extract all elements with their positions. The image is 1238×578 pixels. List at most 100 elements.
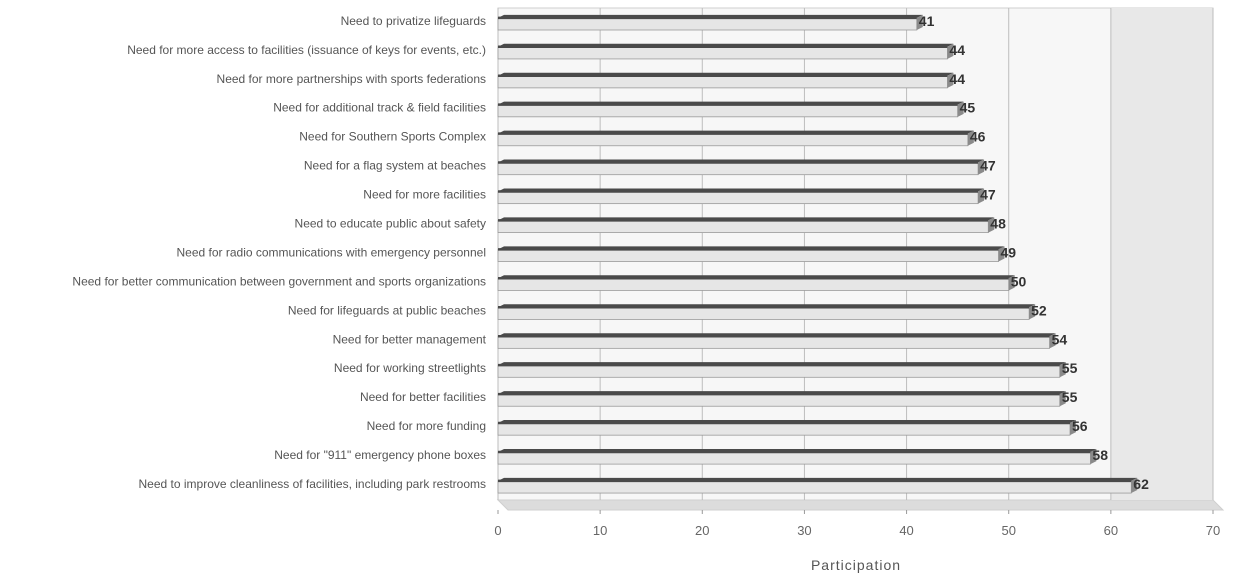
x-axis-ticks: 0 10 20 30 40 50 60 70 bbox=[494, 510, 1220, 538]
bar-end-cap bbox=[947, 72, 954, 88]
category-label: Need for Southern Sports Complex bbox=[299, 130, 486, 144]
bar-end-cap bbox=[988, 217, 995, 233]
bar-front-face bbox=[497, 133, 969, 147]
bar-end-cap bbox=[957, 101, 964, 117]
category-label: Need for more access to facilities (issu… bbox=[127, 43, 486, 57]
category-label: Need for better facilities bbox=[360, 390, 486, 404]
bar-front-face bbox=[497, 393, 1061, 407]
bar-front-face bbox=[497, 277, 1010, 291]
data-label: 47 bbox=[980, 158, 996, 174]
bar-front-face bbox=[497, 220, 989, 233]
data-label: 49 bbox=[1001, 244, 1017, 260]
bar-front-face bbox=[497, 422, 1071, 436]
bar bbox=[497, 43, 954, 60]
bar-end-cap bbox=[967, 130, 974, 146]
bar-front-face bbox=[497, 335, 1050, 349]
category-label: Need for additional track & field facili… bbox=[273, 101, 486, 115]
data-label: 62 bbox=[1133, 476, 1149, 492]
bar-end-cap bbox=[1059, 391, 1066, 407]
bar bbox=[497, 304, 1036, 320]
bar-front-face bbox=[497, 162, 979, 176]
x-tick-label: 0 bbox=[494, 523, 501, 538]
category-label: Need for lifeguards at public beaches bbox=[288, 303, 486, 317]
bar-front-face bbox=[497, 480, 1132, 494]
bar bbox=[497, 448, 1097, 465]
bar bbox=[497, 246, 1005, 262]
x-tick-label: 40 bbox=[899, 523, 913, 538]
category-labels: Need to privatize lifeguards Need for mor… bbox=[72, 14, 486, 491]
data-label: 41 bbox=[919, 13, 935, 29]
bar bbox=[497, 333, 1056, 349]
bar-end-cap bbox=[998, 246, 1005, 262]
bar-front-face bbox=[497, 248, 999, 262]
bar bbox=[497, 362, 1066, 378]
bar-end-cap bbox=[1059, 362, 1066, 378]
data-label: 45 bbox=[960, 100, 976, 116]
bar bbox=[497, 275, 1015, 291]
bar-end-cap bbox=[978, 159, 985, 175]
data-label: 44 bbox=[949, 42, 965, 58]
bar bbox=[497, 391, 1066, 407]
data-label: 52 bbox=[1031, 302, 1047, 318]
category-label: Need for working streetlights bbox=[334, 361, 486, 375]
data-label: 55 bbox=[1062, 389, 1078, 405]
category-label: Need for better communication between go… bbox=[72, 274, 486, 288]
category-label: Need for "911" emergency phone boxes bbox=[274, 448, 486, 462]
data-label: 56 bbox=[1072, 418, 1088, 434]
data-label: 47 bbox=[980, 187, 996, 203]
x-axis-title: Participation bbox=[811, 557, 901, 573]
bar-end-cap bbox=[916, 14, 923, 30]
bar-end-cap bbox=[1029, 304, 1036, 320]
data-label: 54 bbox=[1052, 331, 1068, 347]
bar-front-face bbox=[497, 191, 979, 205]
bar bbox=[497, 477, 1138, 494]
bar bbox=[497, 72, 954, 89]
x-tick-label: 70 bbox=[1206, 523, 1220, 538]
plot-floor bbox=[496, 499, 1225, 511]
category-label: Need for more funding bbox=[367, 419, 486, 433]
category-label: Need to improve cleanliness of facilitie… bbox=[139, 477, 487, 491]
category-label: Need to educate public about safety bbox=[295, 217, 486, 231]
bar-front-face bbox=[497, 306, 1030, 320]
bar-front-face bbox=[497, 75, 948, 89]
bar bbox=[497, 130, 974, 147]
bar-end-cap bbox=[1070, 420, 1076, 436]
bar-end-cap bbox=[978, 188, 985, 204]
bar bbox=[497, 101, 964, 118]
bar-front-face bbox=[497, 364, 1061, 378]
bar-front-face bbox=[497, 451, 1091, 465]
x-tick-label: 50 bbox=[1001, 523, 1015, 538]
bar bbox=[497, 14, 923, 31]
data-label: 50 bbox=[1011, 273, 1027, 289]
bar bbox=[497, 188, 985, 205]
bar bbox=[497, 217, 995, 233]
data-label: 48 bbox=[990, 216, 1006, 232]
data-label: 46 bbox=[970, 129, 986, 145]
data-label: 44 bbox=[949, 71, 965, 87]
bar-front-face bbox=[497, 104, 959, 118]
bar bbox=[497, 420, 1076, 436]
category-label: Need for better management bbox=[333, 332, 487, 346]
category-label: Need for a flag system at beaches bbox=[304, 159, 486, 173]
x-tick-label: 60 bbox=[1104, 523, 1118, 538]
bar-end-cap bbox=[1090, 448, 1097, 465]
category-label: Need to privatize lifeguards bbox=[341, 14, 486, 28]
category-label: Need for more facilities bbox=[363, 188, 486, 202]
data-label: 58 bbox=[1092, 447, 1108, 463]
category-label: Need for radio communications with emerg… bbox=[177, 245, 487, 259]
x-tick-label: 10 bbox=[593, 523, 607, 538]
bar-front-face bbox=[497, 17, 918, 31]
bar-end-cap bbox=[1008, 275, 1015, 291]
category-label: Need for more partnerships with sports f… bbox=[217, 72, 486, 86]
bar-end-cap bbox=[1049, 333, 1056, 349]
bar-end-cap bbox=[1131, 477, 1138, 494]
bar bbox=[497, 159, 985, 176]
x-tick-label: 30 bbox=[797, 523, 811, 538]
bar-front-face bbox=[497, 46, 948, 60]
bar-end-cap bbox=[947, 43, 954, 59]
data-label: 55 bbox=[1062, 360, 1078, 376]
plot-wall-shade bbox=[1110, 8, 1213, 500]
x-tick-label: 20 bbox=[695, 523, 709, 538]
